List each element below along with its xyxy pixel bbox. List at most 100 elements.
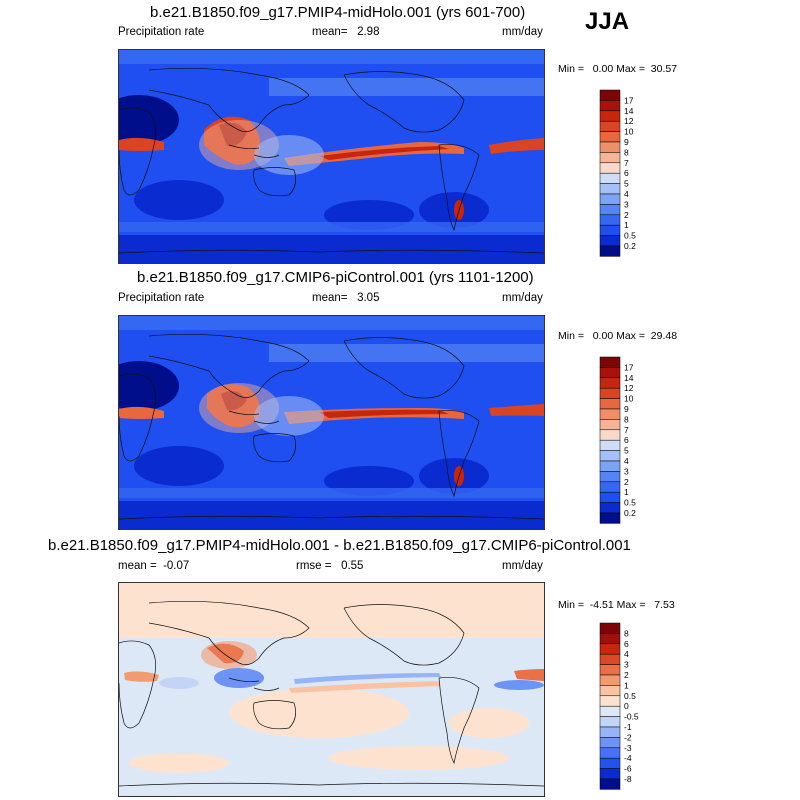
positive-patch-pacific bbox=[229, 688, 409, 738]
colorbar-tick-label: 6 bbox=[624, 639, 629, 649]
colorbar-tick-label: 1 bbox=[624, 680, 629, 690]
colorbar-swatch bbox=[599, 768, 621, 780]
colorbar-tick-label: 10 bbox=[624, 127, 634, 137]
colorbar-tick-label: -6 bbox=[624, 764, 632, 774]
coast-asia bbox=[148, 67, 310, 132]
colorbar-swatch bbox=[599, 716, 621, 728]
polar-band-north bbox=[119, 50, 544, 64]
monsoon-positive-halo bbox=[201, 641, 257, 669]
colorbar-swatch bbox=[599, 622, 621, 634]
monsoon-core bbox=[219, 122, 247, 147]
coast-indonesia bbox=[228, 410, 280, 424]
coast-australia bbox=[253, 700, 296, 730]
colorbar-tick-label: 2 bbox=[624, 670, 629, 680]
polar-band-south bbox=[119, 235, 544, 263]
precip-map-top bbox=[118, 49, 545, 264]
coast-south-america bbox=[438, 410, 480, 498]
colorbar-tick-label: 2 bbox=[624, 210, 629, 220]
coast-asia bbox=[148, 333, 310, 398]
positive-patch-south bbox=[329, 746, 509, 770]
colorbar-swatch bbox=[599, 408, 621, 420]
itcz-core bbox=[319, 146, 449, 160]
colorbar-swatch bbox=[599, 481, 621, 493]
panel-title-top: b.e21.B1850.f09_g17.PMIP4-midHolo.001 (y… bbox=[150, 4, 526, 21]
season-label: JJA bbox=[585, 8, 630, 35]
colorbar-swatch bbox=[599, 387, 621, 399]
colorbar-tick-label: 0 bbox=[624, 701, 629, 711]
colorbar-swatch bbox=[599, 367, 621, 379]
colorbar-tick-label: 7 bbox=[624, 425, 629, 435]
storm-track-north bbox=[269, 344, 544, 362]
colorbar-swatch bbox=[599, 633, 621, 645]
colorbar-tick-label: -8 bbox=[624, 774, 632, 784]
colorbar-swatch bbox=[599, 643, 621, 655]
panel-title-bottom: b.e21.B1850.f09_g17.PMIP4-midHolo.001 - … bbox=[48, 537, 631, 554]
colorbar-tick-label: 3 bbox=[624, 466, 629, 476]
coast-south-america bbox=[438, 144, 480, 232]
colorbar-swatch bbox=[599, 757, 621, 769]
positive-band-north bbox=[119, 583, 544, 638]
colorbar-tick-label: 3 bbox=[624, 660, 629, 670]
colorbar-swatch bbox=[599, 141, 621, 153]
colorbar-swatch bbox=[599, 120, 621, 132]
colorbar-middle: 17 14 12 10 9 8 7 6 5 4 3 2 1 0.5 0.2 bbox=[599, 356, 660, 527]
stat-value-top: 2.98 bbox=[357, 26, 380, 38]
dry-zone-south-indian bbox=[134, 180, 224, 220]
colorbar-swatch bbox=[599, 172, 621, 184]
colorbar-swatch bbox=[599, 471, 621, 483]
units-label-middle: mm/day bbox=[502, 292, 543, 304]
units-label-bottom: mm/day bbox=[502, 560, 543, 572]
itcz-shift-positive bbox=[289, 681, 441, 693]
coast-north-america bbox=[343, 71, 465, 133]
colorbar-swatch bbox=[599, 224, 621, 236]
colorbar-top: 17 14 12 10 9 8 7 6 5 4 3 2 1 0.5 0.2 bbox=[599, 89, 660, 260]
precip-map-middle bbox=[118, 315, 545, 530]
coast-antarctica bbox=[119, 782, 544, 787]
colorbar-swatch bbox=[599, 131, 621, 143]
mean-label-middle: mean= 3.05 bbox=[312, 292, 379, 304]
colorbar-tick-label: 3 bbox=[624, 199, 629, 209]
colorbar-tick-label: 17 bbox=[624, 362, 634, 372]
colorbar-tick-label: 10 bbox=[624, 394, 634, 404]
colorbar-tick-label: 6 bbox=[624, 168, 629, 178]
colorbar-tick-label: 4 bbox=[624, 189, 629, 199]
colorbar-tick-label: 6 bbox=[624, 435, 629, 445]
colorbar-tick-label: 0.2 bbox=[624, 241, 636, 251]
colorbar-tick-label: 5 bbox=[624, 179, 629, 189]
itcz-core bbox=[319, 409, 449, 418]
colorbar-swatch bbox=[599, 450, 621, 462]
colorbar-swatch bbox=[599, 705, 621, 717]
colorbar-swatch bbox=[599, 110, 621, 122]
colorbar-tick-label: 12 bbox=[624, 116, 634, 126]
warm-pool-halo bbox=[254, 135, 324, 175]
colorbar-swatch bbox=[599, 356, 621, 368]
colorbar-swatch bbox=[599, 100, 621, 112]
colorbar-swatch bbox=[599, 664, 621, 676]
stat-value-bottom: 0.55 bbox=[341, 560, 364, 572]
variable-label-top: Precipitation rate bbox=[118, 26, 205, 38]
dry-zone-south-indian bbox=[134, 446, 224, 486]
colorbar-swatch bbox=[599, 204, 621, 216]
mean-label-top: mean= 2.98 bbox=[312, 26, 379, 38]
colorbar-tick-label: 0.5 bbox=[624, 498, 636, 508]
colorbar-tick-label: 1 bbox=[624, 487, 629, 497]
colorbar-tick-label: 1 bbox=[624, 220, 629, 230]
coast-africa bbox=[119, 640, 156, 729]
colorbar-tick-label: 7 bbox=[624, 158, 629, 168]
coast-antarctica bbox=[119, 249, 544, 254]
colorbar-tick-label: 5 bbox=[624, 446, 629, 456]
colorbar-swatch bbox=[599, 89, 621, 101]
colorbar-swatch bbox=[599, 491, 621, 503]
colorbar-tick-label: -3 bbox=[624, 743, 632, 753]
stat-name-middle: mean= bbox=[312, 292, 348, 304]
colorbar-swatch bbox=[599, 183, 621, 195]
coast-africa bbox=[119, 373, 156, 462]
colorbar-swatch bbox=[599, 653, 621, 665]
colorbar-swatch bbox=[599, 512, 621, 524]
rmse-label-bottom: rmse = 0.55 bbox=[296, 560, 363, 572]
warm-pool-halo bbox=[254, 396, 324, 436]
colorbar-bottom: 8 6 4 3 2 1 0.5 0 -0.5 -1 -2 -3 -4 -6 -8 bbox=[599, 622, 660, 793]
positive-patch-atlantic bbox=[449, 708, 529, 738]
